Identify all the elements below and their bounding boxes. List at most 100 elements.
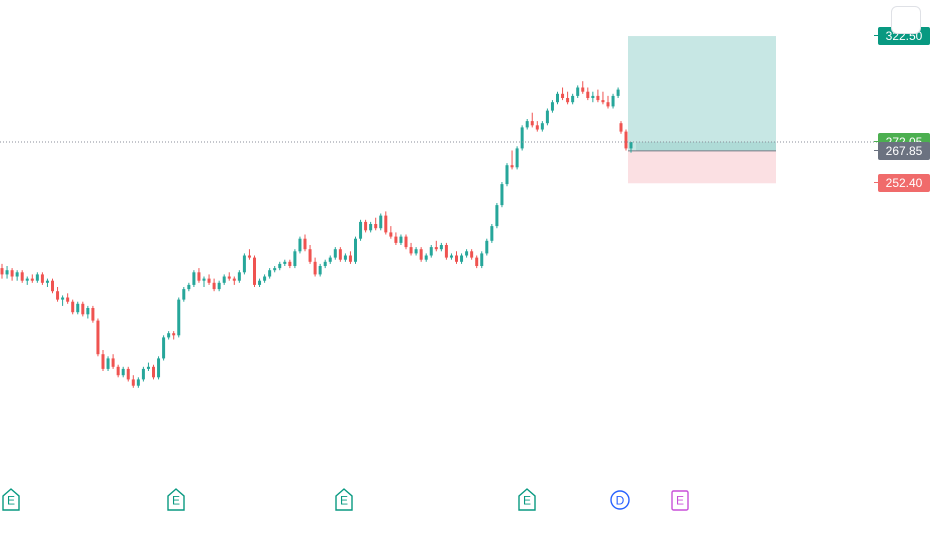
event-marker-earnings[interactable]: E [167, 488, 185, 511]
candle [101, 350, 105, 372]
candle [273, 266, 277, 273]
candle [121, 366, 125, 378]
candle [96, 318, 100, 357]
candle-body [268, 270, 272, 277]
candle [253, 255, 256, 288]
candle [379, 213, 383, 231]
candle [116, 364, 120, 378]
candle-body [566, 98, 570, 103]
candle [217, 280, 221, 292]
candle-body [232, 278, 236, 281]
candle-body [167, 333, 171, 338]
chart-settings-button[interactable] [891, 6, 921, 34]
candle-body [207, 278, 211, 283]
candle-body [212, 282, 216, 290]
candle-body [624, 131, 628, 149]
event-marker-letter: E [340, 494, 348, 508]
entry-price-label: 267.85 [874, 141, 930, 160]
candle [515, 146, 519, 170]
candle [207, 274, 211, 285]
candle [465, 249, 469, 258]
candle-body [606, 102, 610, 107]
candle-body [561, 93, 565, 99]
candle [303, 234, 307, 252]
candle-body [111, 358, 115, 367]
candle [298, 236, 302, 254]
candle-body [40, 274, 44, 283]
candle-body [162, 337, 166, 359]
candle-body [116, 366, 120, 376]
candle [601, 91, 605, 105]
candle [76, 301, 80, 315]
candle [449, 253, 453, 260]
candle [429, 245, 433, 258]
candle [45, 278, 49, 288]
candle-body [247, 255, 251, 258]
event-marker-earnings-upcoming[interactable]: E [671, 490, 689, 511]
candle-body [439, 245, 443, 250]
candle [157, 356, 161, 380]
candle [343, 253, 347, 262]
candle [146, 362, 150, 372]
candle [288, 259, 292, 269]
event-marker-earnings[interactable]: E [2, 488, 20, 511]
candle-body [10, 270, 14, 277]
candle [556, 91, 559, 105]
candle-body [177, 299, 181, 336]
candle [10, 268, 14, 281]
candle-body [278, 263, 282, 269]
candle-body [429, 247, 433, 256]
candle [141, 366, 145, 382]
candle-body [556, 93, 559, 103]
candle [424, 253, 428, 262]
candle [136, 377, 140, 388]
candle-body [242, 255, 246, 273]
candle-body [146, 366, 150, 369]
candle [520, 125, 524, 151]
candle [394, 232, 398, 246]
candle [15, 270, 19, 281]
candle-body [15, 272, 19, 277]
candle [369, 221, 373, 233]
candle [591, 91, 595, 103]
candle-body [253, 257, 256, 285]
event-marker-earnings[interactable]: E [518, 488, 536, 511]
candle-body [202, 278, 206, 281]
candle-body [455, 255, 458, 262]
candle-body [283, 261, 287, 264]
candle-body [629, 142, 633, 149]
candle [485, 238, 489, 256]
candle-body [20, 272, 24, 281]
event-marker-dividend[interactable]: D [610, 490, 630, 510]
candle-body [66, 297, 70, 302]
candle-body [273, 268, 277, 271]
stop-price-label: 252.40 [874, 174, 930, 193]
candle-body [313, 261, 317, 275]
candle [152, 364, 155, 380]
candle [61, 295, 65, 306]
candle [81, 301, 85, 317]
candle [409, 242, 413, 256]
long-position-tool[interactable] [628, 36, 776, 184]
candle [35, 272, 39, 283]
candle [596, 89, 600, 103]
candle-body [197, 272, 201, 281]
candle-body [71, 301, 75, 313]
candle-body [51, 280, 54, 292]
candle [606, 95, 610, 109]
candle-body [359, 221, 363, 239]
candle-body [470, 251, 474, 258]
candle-body [131, 379, 135, 386]
candle-body [136, 379, 140, 386]
candle [313, 257, 317, 277]
candle-body [227, 276, 231, 279]
candle [540, 121, 544, 132]
candle [268, 268, 272, 279]
event-marker-earnings[interactable]: E [335, 488, 353, 511]
candle-body [480, 253, 484, 267]
candle [571, 93, 575, 105]
candle-body [424, 255, 428, 260]
candle [384, 211, 388, 235]
candle [162, 335, 166, 361]
